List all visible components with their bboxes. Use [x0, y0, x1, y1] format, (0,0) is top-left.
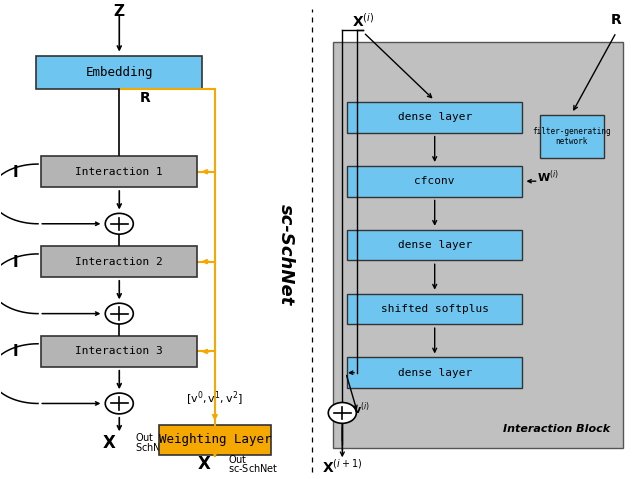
- Text: Interaction Block: Interaction Block: [503, 424, 610, 434]
- Text: $\mathbf{W}^{(i)}$: $\mathbf{W}^{(i)}$: [537, 168, 559, 185]
- Text: $[\mathrm{v}^0,\mathrm{v}^1,\mathrm{v}^2]$: $[\mathrm{v}^0,\mathrm{v}^1,\mathrm{v}^2…: [186, 390, 243, 409]
- Text: Interaction 3: Interaction 3: [76, 346, 163, 356]
- Text: Interaction 2: Interaction 2: [76, 257, 163, 267]
- Text: $\mathrm{Out}$: $\mathrm{Out}$: [135, 431, 155, 443]
- Text: $\mathbf{R}$: $\mathbf{R}$: [139, 91, 151, 105]
- Text: $\mathbf{R}$: $\mathbf{R}$: [610, 13, 623, 27]
- Bar: [41, 156, 197, 187]
- Bar: [347, 102, 522, 133]
- Bar: [41, 246, 197, 277]
- Text: $\mathbf{Z}$: $\mathbf{Z}$: [113, 3, 125, 19]
- Text: $\mathbf{v}^{(i)}$: $\mathbf{v}^{(i)}$: [353, 400, 371, 417]
- Text: sc-SchNet: sc-SchNet: [277, 204, 295, 305]
- Bar: [333, 42, 623, 448]
- Text: shifted softplus: shifted softplus: [381, 304, 489, 314]
- Bar: [41, 336, 197, 367]
- Bar: [347, 229, 522, 261]
- Text: $\mathbf{I}$: $\mathbf{I}$: [12, 253, 19, 270]
- Text: $\mathbf{X}^{(i)}$: $\mathbf{X}^{(i)}$: [352, 11, 374, 29]
- Text: dense layer: dense layer: [397, 113, 472, 122]
- Circle shape: [105, 303, 133, 324]
- Text: $\mathbf{I}$: $\mathbf{I}$: [12, 343, 19, 359]
- Text: dense layer: dense layer: [397, 368, 472, 378]
- Circle shape: [328, 402, 356, 423]
- Text: $\mathrm{Out}$: $\mathrm{Out}$: [228, 453, 247, 465]
- Bar: [347, 294, 522, 324]
- Circle shape: [105, 213, 133, 234]
- Bar: [159, 425, 271, 455]
- Text: Weighting Layer: Weighting Layer: [159, 433, 271, 446]
- Circle shape: [105, 393, 133, 414]
- Bar: [347, 166, 522, 196]
- Bar: [36, 56, 202, 89]
- Text: cfconv: cfconv: [415, 176, 455, 186]
- Text: $\mathbf{X}$: $\mathbf{X}$: [102, 433, 116, 452]
- Bar: [347, 357, 522, 388]
- Text: Interaction 1: Interaction 1: [76, 167, 163, 177]
- Text: $\mathrm{sc\text{-}SchNet}$: $\mathrm{sc\text{-}SchNet}$: [228, 462, 278, 474]
- Text: dense layer: dense layer: [397, 240, 472, 250]
- Text: Embedding: Embedding: [86, 66, 153, 79]
- Bar: [540, 115, 604, 158]
- Text: $\mathbf{I}$: $\mathbf{I}$: [12, 164, 19, 180]
- Text: filter-generating
network: filter-generating network: [532, 126, 611, 146]
- Text: $\mathrm{SchNet}$: $\mathrm{SchNet}$: [135, 442, 172, 454]
- Text: $\mathbf{X}$: $\mathbf{X}$: [197, 455, 212, 473]
- Text: $\mathbf{X}^{(i+1)}$: $\mathbf{X}^{(i+1)}$: [322, 457, 362, 475]
